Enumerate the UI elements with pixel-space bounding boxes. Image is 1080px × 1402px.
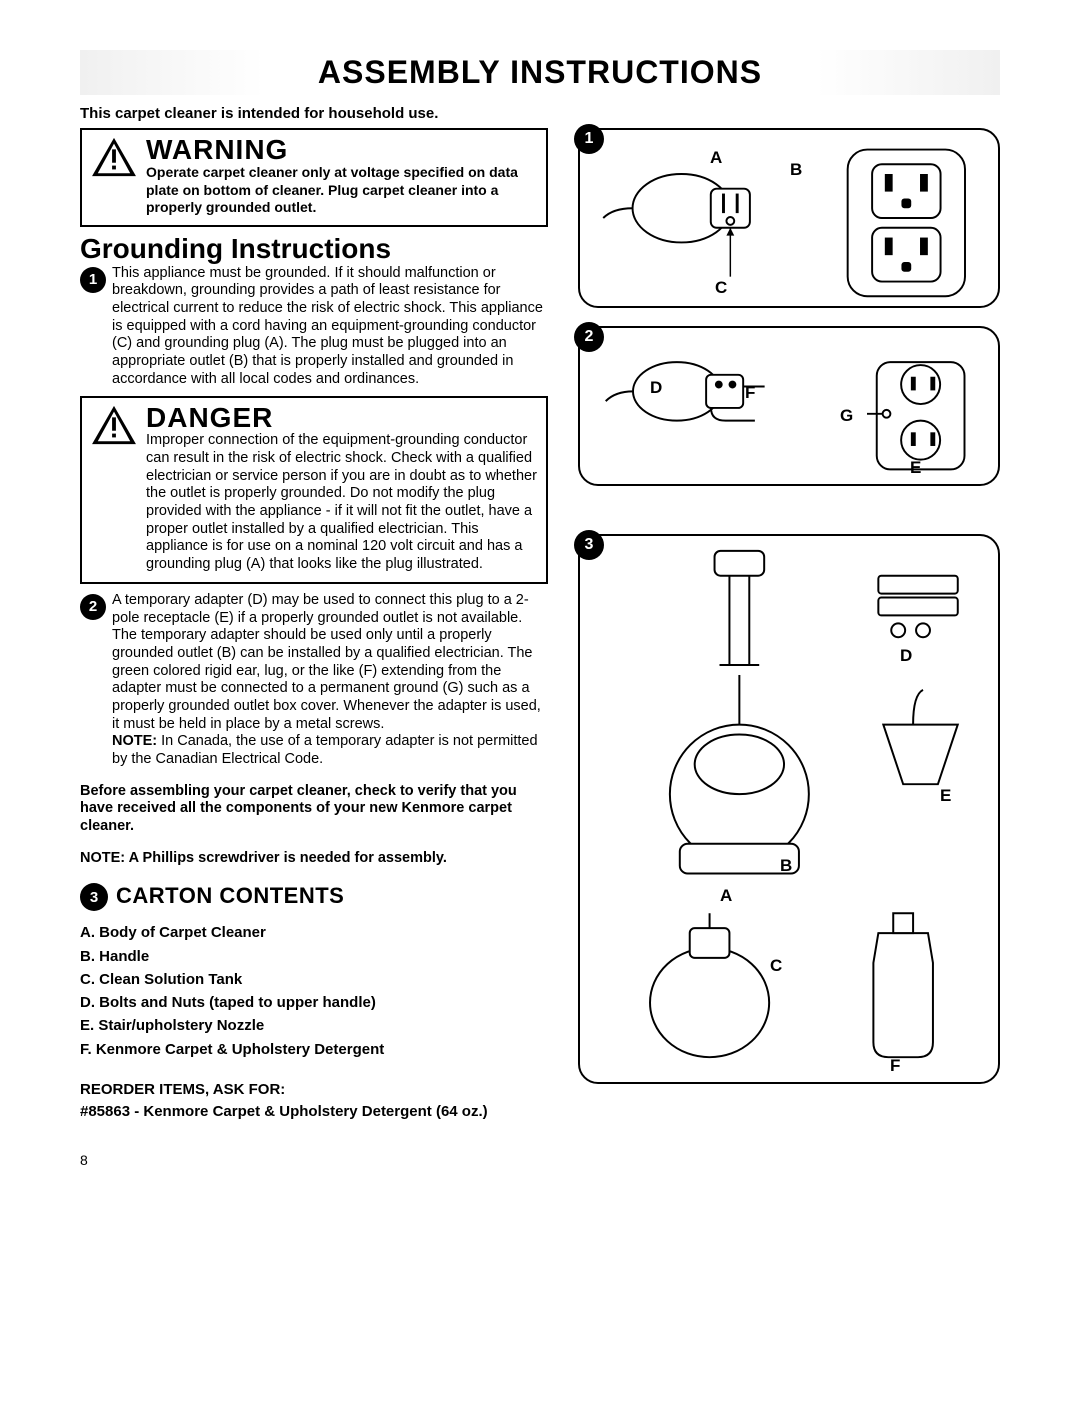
paragraph-1: 1 This appliance must be grounded. If it… — [80, 265, 548, 389]
figure-1-label-a: A — [710, 148, 722, 168]
carton-list: A. Body of Carpet Cleaner B. Handle C. C… — [80, 921, 548, 1061]
figure-3-label-d: D — [900, 646, 912, 666]
figure-3-label-b: B — [780, 856, 792, 876]
page-number: 8 — [80, 1152, 1000, 1168]
figure-1-label-b: B — [790, 160, 802, 180]
figure-3-label-c: C — [770, 956, 782, 976]
warning-box: WARNING Operate carpet cleaner only at v… — [80, 128, 548, 227]
paragraph-2: 2 A temporary adapter (D) may be used to… — [80, 592, 548, 769]
figure-2-label-d: D — [650, 378, 662, 398]
figure-1-label-c: C — [715, 278, 727, 298]
danger-box: DANGER Improper connection of the equipm… — [80, 396, 548, 584]
pre-assembly-note: Before assembling your carpet cleaner, c… — [80, 783, 548, 836]
reorder-head: REORDER ITEMS, ASK FOR: — [80, 1079, 548, 1101]
paragraph-1-text: This appliance must be grounded. If it s… — [112, 265, 548, 389]
danger-body: Improper connection of the equipment-gro… — [146, 432, 538, 574]
carton-item-a: A. Body of Carpet Cleaner — [80, 921, 548, 944]
carton-item-b: B. Handle — [80, 945, 548, 968]
figure-3-drawing — [580, 536, 998, 1082]
figure-1: 1 A — [578, 128, 1000, 308]
figure-3-label-a: A — [720, 886, 732, 906]
step-badge-3: 3 — [80, 883, 108, 911]
paragraph-2-note-text: In Canada, the use of a temporary adapte… — [112, 733, 538, 767]
warning-title: WARNING — [146, 136, 538, 164]
figure-3-badge: 3 — [574, 530, 604, 560]
figure-2-drawing — [580, 328, 998, 484]
carton-item-e: E. Stair/upholstery Nozzle — [80, 1014, 548, 1037]
reorder-item: #85863 - Kenmore Carpet & Upholstery Det… — [80, 1101, 548, 1123]
paragraph-2-note-label: NOTE: — [112, 733, 157, 749]
step-badge-2: 2 — [80, 594, 106, 620]
figure-1-badge: 1 — [574, 124, 604, 154]
danger-title: DANGER — [146, 404, 538, 432]
carton-item-d: D. Bolts and Nuts (taped to upper handle… — [80, 991, 548, 1014]
figure-3-label-f: F — [890, 1056, 900, 1076]
carton-item-c: C. Clean Solution Tank — [80, 968, 548, 991]
figure-2: 2 D — [578, 326, 1000, 486]
left-column: WARNING Operate carpet cleaner only at v… — [80, 128, 548, 1122]
carton-item-f: F. Kenmore Carpet & Upholstery Detergent — [80, 1038, 548, 1061]
warning-triangle-icon — [90, 136, 138, 178]
figure-2-badge: 2 — [574, 322, 604, 352]
paragraph-2-body: A temporary adapter (D) may be used to c… — [112, 592, 541, 732]
step-badge-1: 1 — [80, 267, 106, 293]
two-column-layout: WARNING Operate carpet cleaner only at v… — [80, 128, 1000, 1122]
figure-2-label-f: F — [745, 383, 755, 403]
warning-body: Operate carpet cleaner only at voltage s… — [146, 164, 538, 217]
carton-heading: 3 CARTON CONTENTS — [80, 881, 548, 911]
figure-1-drawing — [580, 130, 998, 306]
reorder-block: REORDER ITEMS, ASK FOR: #85863 - Kenmore… — [80, 1079, 548, 1123]
figure-3: 3 — [578, 534, 1000, 1084]
figure-2-label-g: G — [840, 406, 853, 426]
danger-triangle-icon — [90, 404, 138, 446]
assembly-tool-note: NOTE: A Phillips screwdriver is needed f… — [80, 850, 548, 868]
page-title: ASSEMBLY INSTRUCTIONS — [80, 50, 1000, 95]
grounding-heading: Grounding Instructions — [80, 235, 548, 263]
figure-3-label-e: E — [940, 786, 951, 806]
paragraph-2-text: A temporary adapter (D) may be used to c… — [112, 592, 548, 769]
figure-2-label-e: E — [910, 458, 921, 478]
carton-title: CARTON CONTENTS — [116, 883, 344, 909]
right-column: 1 A — [578, 128, 1000, 1122]
intro-text: This carpet cleaner is intended for hous… — [80, 105, 1000, 122]
